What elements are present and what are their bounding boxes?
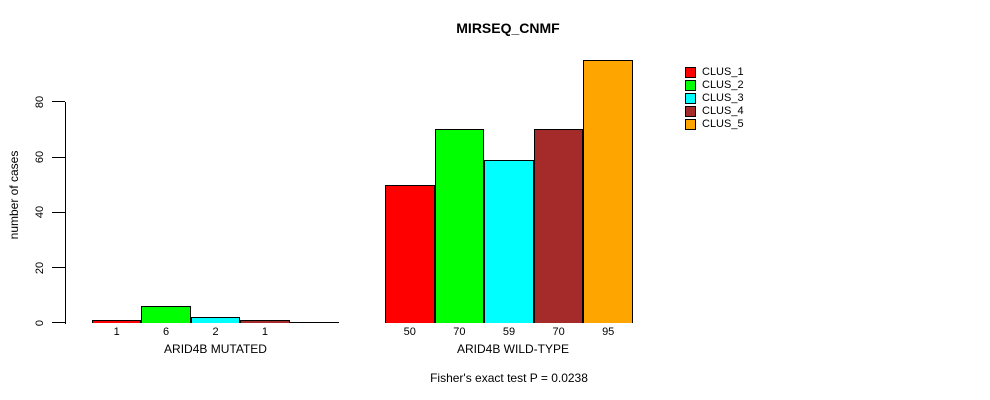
legend-swatch-CLUS_1 — [685, 66, 696, 78]
y-axis-tick — [52, 322, 65, 324]
bar-value-label: 1 — [113, 325, 120, 338]
y-axis-tick — [52, 101, 65, 103]
legend-item-label: CLUS_4 — [702, 105, 744, 118]
y-axis-tick — [52, 211, 65, 213]
bar-CLUS_3 — [484, 159, 534, 323]
chart-title: MIRSEQ_CNMF — [456, 20, 560, 36]
bar-CLUS_1 — [385, 184, 435, 323]
bar-value-label: 2 — [212, 325, 219, 338]
bar-CLUS_4 — [240, 320, 290, 323]
bar-CLUS_2 — [434, 129, 485, 323]
fisher-test-annotation: Fisher's exact test P = 0.0238 — [430, 371, 588, 385]
y-axis-line — [65, 101, 66, 324]
y-axis-tick-label: 0 — [34, 319, 46, 326]
legend-swatch-CLUS_2 — [685, 79, 696, 91]
bar-value-label: 70 — [453, 325, 466, 338]
bar-value-label: 95 — [602, 325, 615, 338]
bar-value-label: 1 — [261, 325, 268, 338]
y-axis-tick — [52, 267, 65, 269]
legend-swatch-CLUS_4 — [685, 106, 696, 118]
legend-item-label: CLUS_5 — [702, 118, 744, 131]
legend-item-label: CLUS_3 — [702, 91, 744, 104]
group-label: ARID4B WILD-TYPE — [456, 342, 570, 356]
bar-value-label: 6 — [163, 325, 170, 338]
x-axis-line — [385, 322, 633, 324]
group-label: ARID4B MUTATED — [164, 342, 267, 356]
bar-CLUS_5 — [583, 60, 633, 323]
legend-item-label: CLUS_1 — [702, 65, 744, 78]
bar-CLUS_1 — [92, 320, 142, 323]
y-axis-tick-label: 20 — [34, 261, 46, 274]
bar-value-label: 70 — [552, 325, 565, 338]
bar-value-label: 50 — [403, 325, 416, 338]
y-axis-tick-label: 40 — [34, 206, 46, 219]
legend-swatch-CLUS_3 — [685, 92, 696, 104]
bar-CLUS_2 — [141, 306, 191, 323]
y-axis-tick — [52, 156, 65, 158]
bar-value-label: 59 — [502, 325, 516, 338]
legend-item-label: CLUS_2 — [702, 78, 744, 91]
bar-CLUS_4 — [533, 129, 584, 323]
bar-CLUS_3 — [190, 317, 241, 323]
y-axis-tick-label: 60 — [34, 150, 46, 164]
legend-swatch-CLUS_5 — [685, 119, 696, 131]
x-axis-line — [92, 322, 339, 324]
y-axis-tick-label: 80 — [34, 95, 46, 108]
